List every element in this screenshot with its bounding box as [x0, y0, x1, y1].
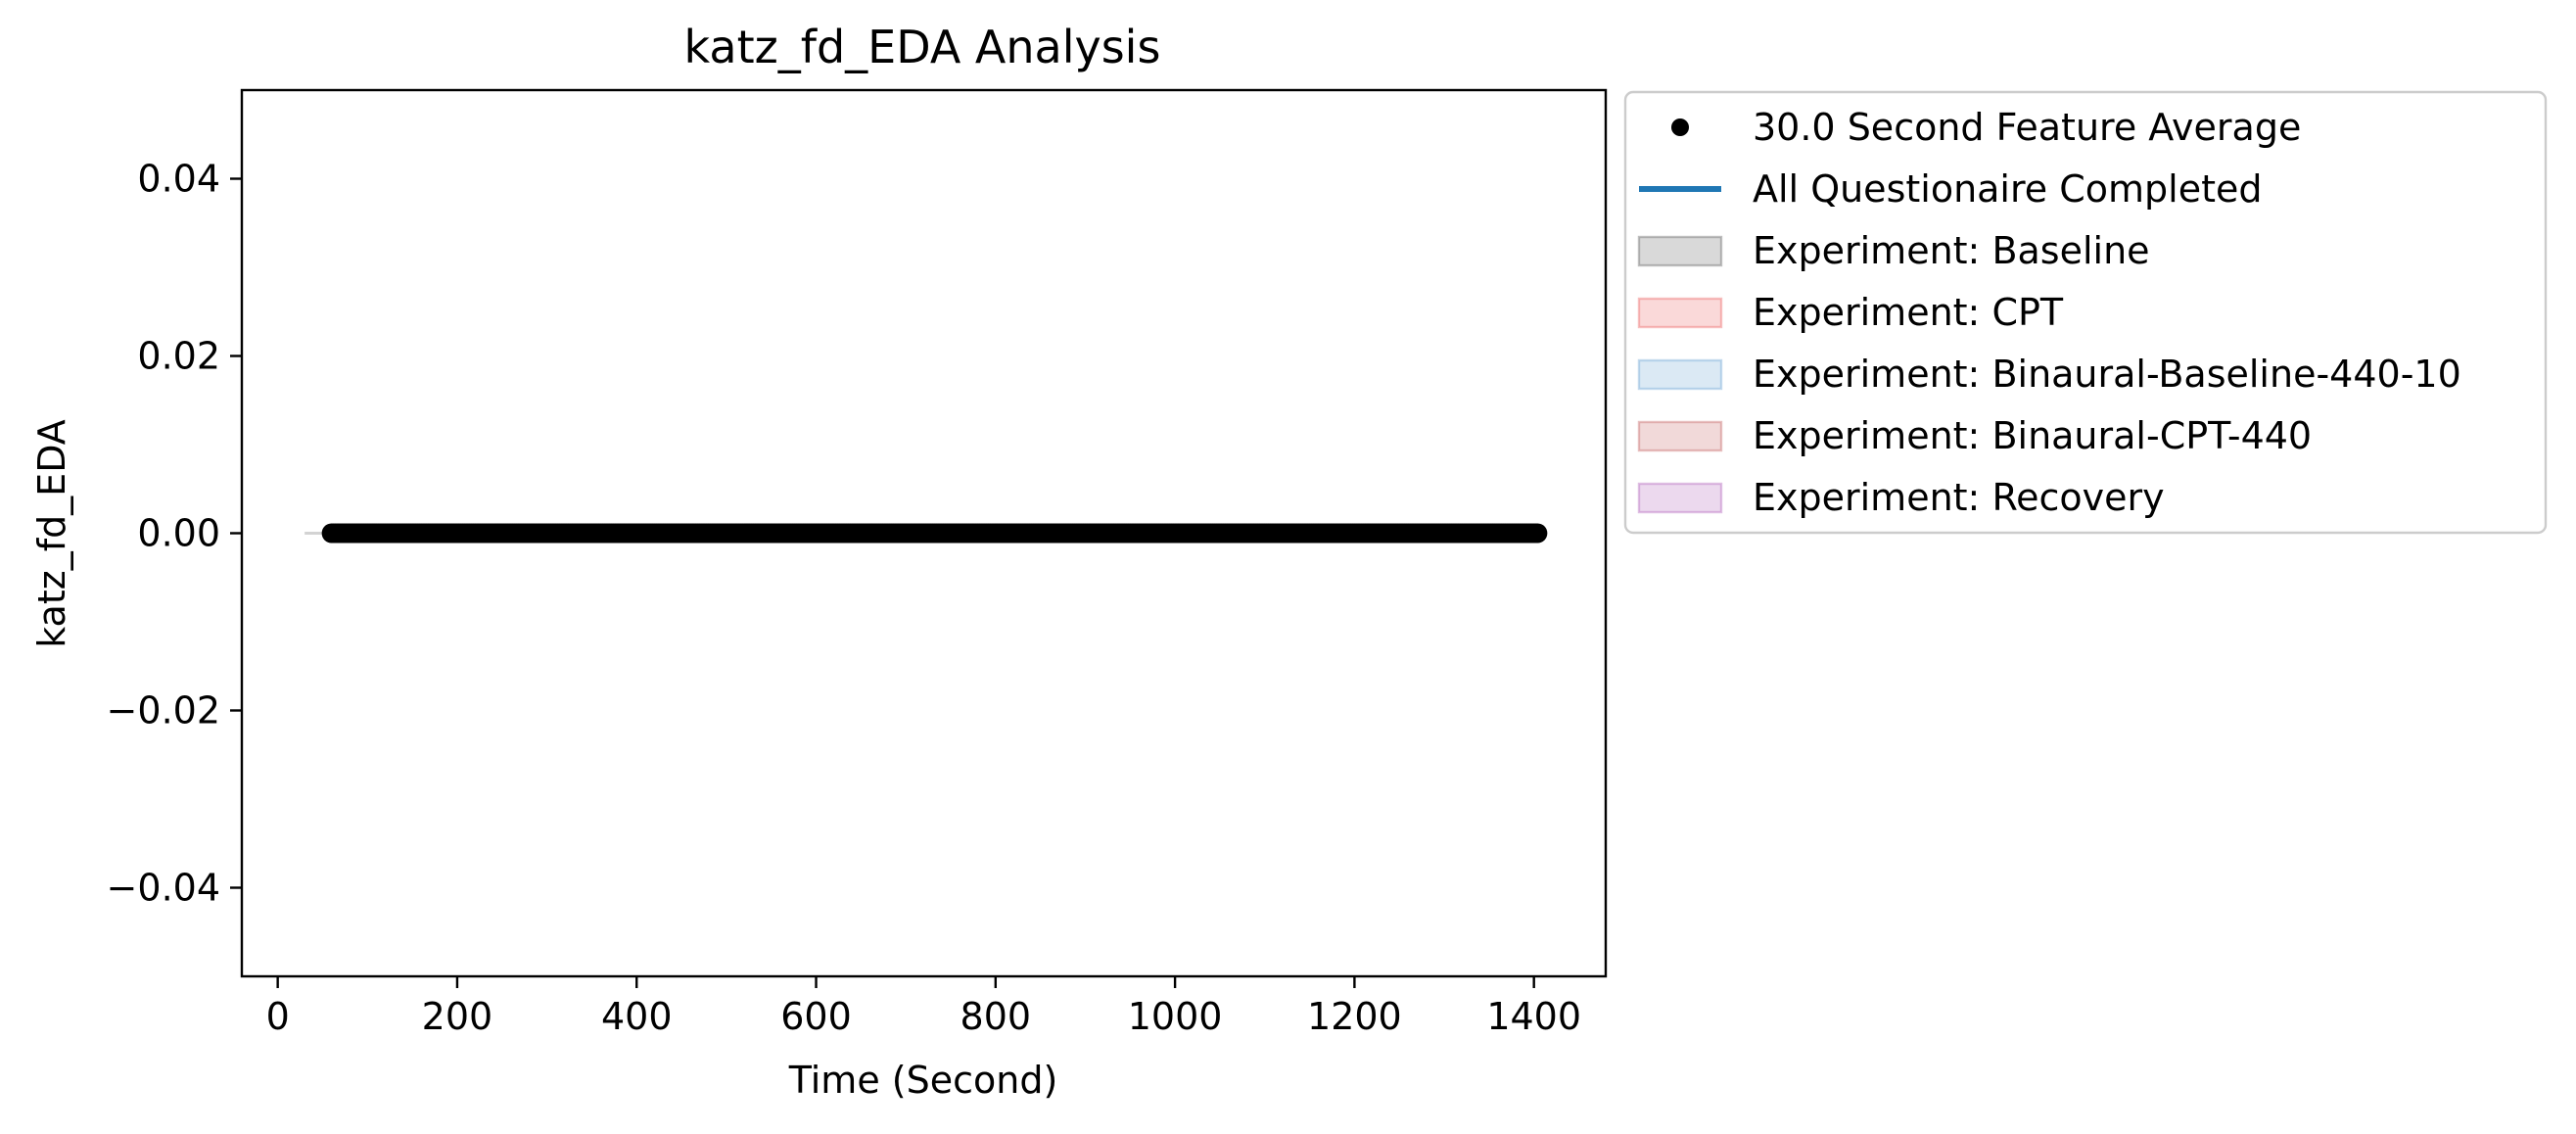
- x-axis-label: Time (Second): [788, 1059, 1058, 1102]
- y-axis: 0.04 0.02 0.00 −0.02 −0.04: [107, 158, 242, 910]
- x-tick-label: 400: [601, 995, 673, 1038]
- legend-label: Experiment: Baseline: [1753, 229, 2150, 272]
- x-tick-label: 1400: [1486, 995, 1581, 1038]
- legend-label: All Questionaire Completed: [1753, 167, 2263, 211]
- x-tick-label: 600: [780, 995, 852, 1038]
- x-tick-label: 800: [960, 995, 1032, 1038]
- legend-swatch: [1637, 420, 1723, 452]
- y-tick-label: 0.02: [137, 335, 220, 378]
- y-tick-label: −0.02: [107, 689, 220, 732]
- y-axis-label: katz_fd_EDA: [30, 419, 73, 648]
- data-point: [1527, 523, 1548, 543]
- legend-label: 30.0 Second Feature Average: [1753, 106, 2301, 149]
- legend-label: Experiment: Binaural-CPT-440: [1753, 414, 2312, 457]
- legend: 30.0 Second Feature Average All Questiona…: [1623, 90, 2548, 535]
- x-tick-label: 1000: [1128, 995, 1223, 1038]
- y-tick-label: 0.00: [137, 512, 220, 555]
- legend-frame: [1623, 90, 2548, 535]
- plot-area: [304, 523, 1548, 543]
- x-tick-label: 1200: [1307, 995, 1402, 1038]
- legend-marker: [1671, 118, 1689, 136]
- x-tick-label: 0: [266, 995, 290, 1038]
- legend-swatch: [1637, 358, 1723, 391]
- legend-swatch: [1637, 235, 1723, 267]
- y-tick-label: 0.04: [137, 158, 220, 201]
- legend-swatch: [1637, 482, 1723, 514]
- x-tick-label: 200: [422, 995, 493, 1038]
- chart-title: katz_fd_EDA Analysis: [684, 21, 1161, 73]
- y-tick-label: −0.04: [107, 867, 220, 910]
- x-axis: 0 200 400 600 800 1000 1200 1400: [266, 976, 1581, 1038]
- legend-swatch: [1637, 297, 1723, 329]
- legend-label: Experiment: Recovery: [1753, 476, 2165, 519]
- legend-label: Experiment: Binaural-Baseline-440-10: [1753, 353, 2461, 396]
- legend-label: Experiment: CPT: [1753, 291, 2064, 334]
